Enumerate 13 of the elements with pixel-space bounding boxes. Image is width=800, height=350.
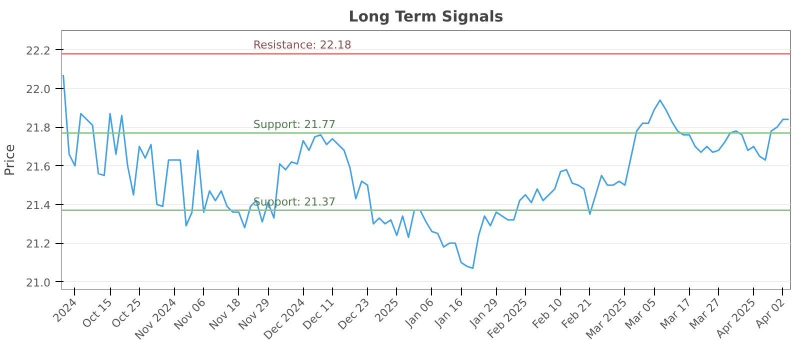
y-tick-label: 21.6 bbox=[26, 160, 51, 174]
y-tick-label: 21.0 bbox=[26, 276, 51, 290]
chart-title: Long Term Signals bbox=[348, 8, 504, 26]
ref-line-label: Resistance: 22.18 bbox=[253, 38, 352, 52]
y-tick-label: 21.4 bbox=[26, 198, 51, 212]
y-tick-label: 21.2 bbox=[26, 238, 51, 251]
ref-line-label: Support: 21.77 bbox=[253, 118, 336, 131]
y-axis-title: Price bbox=[3, 144, 18, 176]
y-tick-label: 22.0 bbox=[26, 82, 51, 96]
y-tick-label: 22.2 bbox=[26, 44, 51, 58]
line-series bbox=[62, 74, 790, 269]
x-tick-label: Dec 23 bbox=[335, 296, 372, 333]
y-tick-label: 21.8 bbox=[26, 122, 51, 135]
